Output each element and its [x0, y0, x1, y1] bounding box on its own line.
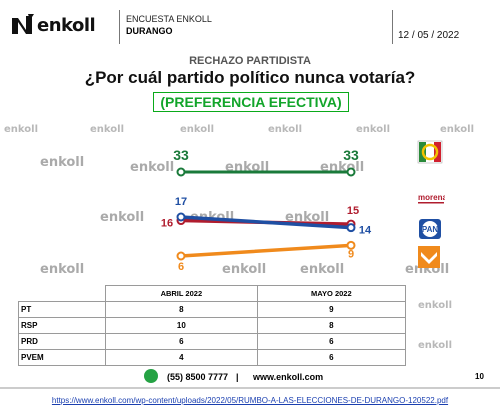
enkoll-logo: enkoll [10, 12, 96, 38]
question-title: ¿Por cuál partido político nunca votaría… [84, 68, 416, 87]
footer-divider [0, 387, 500, 389]
survey-info: ENCUESTA ENKOLL DURANGO [126, 13, 212, 37]
value-cell: 8 [105, 301, 258, 318]
watermark: enkoll [4, 124, 39, 135]
watermark: enkoll [40, 155, 85, 170]
watermark: enkoll [180, 124, 215, 135]
table-header-row: ABRIL 2022 MAYO 2022 [18, 285, 407, 302]
footer: (55) 8500 7777 | www.enkoll.com 10 [0, 368, 500, 389]
pri-prd-logo [417, 140, 443, 169]
value-cell: 8 [256, 317, 407, 334]
table-row: PVEM 4 6 [18, 349, 407, 366]
table-header-cell: ABRIL 2022 [105, 285, 258, 302]
party-cell: RSP [18, 317, 106, 334]
morena-icon: morena [418, 193, 447, 204]
party-cell: PRD [18, 333, 106, 350]
report-date: 12 / 05 / 2022 [398, 30, 460, 41]
watermark: enkoll [300, 262, 345, 277]
pan-icon: PAN [419, 219, 441, 239]
header: enkoll ENCUESTA ENKOLL DURANGO 12 / 05 /… [0, 0, 500, 44]
value-cell: 9 [256, 301, 407, 318]
website-link[interactable]: www.enkoll.com [253, 372, 324, 382]
data-point [346, 167, 356, 177]
data-table: ABRIL 2022 MAYO 2022 PT 8 9 RSP 10 8 PRD… [18, 285, 407, 366]
table-row: PRD 6 6 [18, 333, 407, 350]
party-cell: PT [18, 301, 106, 318]
watermark: enkoll [418, 340, 453, 351]
morena-logo: morena [417, 189, 447, 210]
watermark: enkoll [222, 262, 267, 277]
data-label: 33 [173, 147, 189, 163]
pan-logo: PAN [418, 218, 442, 245]
data-label: 33 [343, 147, 359, 163]
data-label: 15 [347, 205, 359, 217]
survey-title: ENCUESTA ENKOLL [126, 14, 212, 24]
watermark: enkoll [356, 124, 391, 135]
svg-text:morena: morena [418, 193, 445, 202]
value-cell: 10 [105, 317, 258, 334]
series-line [179, 215, 353, 230]
phone-number: (55) 8500 7777 [167, 372, 229, 382]
header-divider [392, 10, 393, 44]
series-line [179, 243, 353, 258]
watermark: enkoll [130, 160, 175, 175]
data-label: 9 [348, 248, 354, 260]
page-number: 10 [475, 372, 484, 381]
highlight-label: (PREFERENCIA EFECTIVA) [153, 92, 349, 112]
watermark: enkoll [268, 124, 303, 135]
data-point [346, 223, 356, 233]
watermark: enkoll [418, 300, 453, 311]
mc-icon [418, 246, 440, 268]
watermark: enkoll [440, 124, 475, 135]
pri-prd-icon [417, 140, 443, 164]
svg-text:PAN: PAN [422, 225, 439, 234]
data-point [176, 251, 186, 261]
header-divider [119, 10, 120, 44]
value-cell: 4 [105, 349, 258, 366]
data-point [176, 212, 186, 222]
survey-region: DURANGO [126, 26, 173, 36]
enkoll-mark-icon [12, 14, 34, 34]
watermark: enkoll [90, 124, 125, 135]
footer-separator: | [236, 372, 239, 382]
table-row: PT 8 9 [18, 301, 407, 318]
source-url-link[interactable]: https://www.enkoll.com/wp-content/upload… [51, 396, 449, 405]
watermark: enkoll [100, 210, 145, 225]
data-label: 17 [175, 196, 187, 208]
data-point [176, 167, 186, 177]
watermark: enkoll [40, 262, 85, 277]
data-label: 14 [359, 225, 372, 237]
value-cell: 6 [105, 333, 258, 350]
data-label: 6 [178, 261, 184, 273]
table-header-cell: MAYO 2022 [256, 285, 407, 302]
value-cell: 6 [256, 333, 407, 350]
section-subtitle: RECHAZO PARTIDISTA [189, 55, 311, 67]
brand-name: enkoll [37, 14, 96, 36]
data-label: 16 [161, 218, 173, 230]
whatsapp-icon [144, 369, 158, 383]
table-row: RSP 10 8 [18, 317, 407, 334]
value-cell: 6 [256, 349, 407, 366]
table-header-cell [18, 285, 106, 302]
data-point [346, 240, 356, 250]
mc-logo [418, 246, 440, 273]
party-cell: PVEM [18, 349, 106, 366]
